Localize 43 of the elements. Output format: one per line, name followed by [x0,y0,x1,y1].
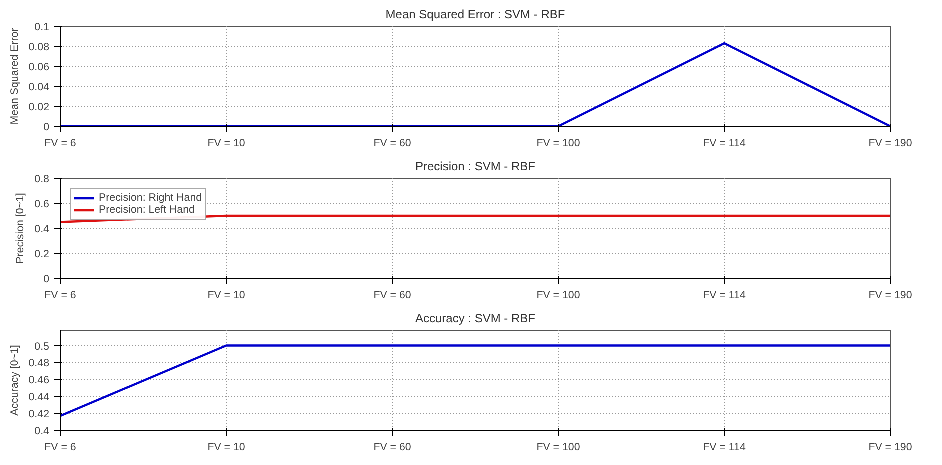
x-tick-label: FV = 190 [868,442,912,454]
x-tick-label: FV = 10 [208,138,246,150]
x-tick-label: FV = 100 [536,290,580,302]
chart-title: Precision : SVM - RBF [415,160,536,174]
y-tick-label: 0.48 [28,358,50,370]
y-axis-title: Mean Squared Error [8,28,21,125]
x-tick-label: FV = 60 [374,442,412,454]
y-tick-label: 0.06 [28,62,50,74]
y-tick-label: 0.46 [28,374,50,387]
y-tick-label: 0.02 [28,102,50,114]
x-tick-label: FV = 100 [536,442,580,454]
legend-label: Precision: Left Hand [99,204,195,216]
x-tick-label: FV = 6 [44,442,76,454]
y-tick-label: 0.1 [34,22,50,34]
y-tick-label: 0.42 [28,408,50,421]
y-tick-label: 0.2 [34,248,50,260]
y-axis-title: Precision [0~1] [14,193,27,264]
x-tick-label: FV = 114 [703,138,746,150]
x-tick-label: FV = 100 [536,138,580,150]
x-tick-label: FV = 114 [703,290,746,302]
y-tick-label: 0.08 [28,42,50,54]
y-tick-label: 0 [44,122,50,134]
y-tick-label: 0 [44,274,50,286]
x-tick-label: FV = 10 [208,290,246,302]
y-tick-label: 0.6 [34,198,50,210]
x-tick-label: FV = 114 [703,442,746,454]
y-tick-label: 0.4 [34,224,50,236]
y-axis-title: Accuracy [0~1] [8,345,21,416]
x-tick-label: FV = 60 [374,138,412,150]
x-tick-label: FV = 6 [44,138,76,150]
x-tick-label: FV = 6 [44,290,76,302]
y-tick-label: 0.5 [34,340,50,353]
y-tick-label: 0.44 [28,392,50,404]
legend-label: Precision: Right Hand [99,192,202,204]
chart-title: Accuracy : SVM - RBF [415,312,536,326]
y-tick-label: 0.8 [34,174,50,186]
x-tick-label: FV = 190 [868,138,912,150]
y-tick-label: 0.4 [34,426,50,438]
x-tick-label: FV = 190 [868,290,912,302]
chart-title: Mean Squared Error : SVM - RBF [386,8,566,22]
x-tick-label: FV = 10 [208,442,246,454]
x-tick-label: FV = 60 [374,290,412,302]
y-tick-label: 0.04 [28,82,50,94]
